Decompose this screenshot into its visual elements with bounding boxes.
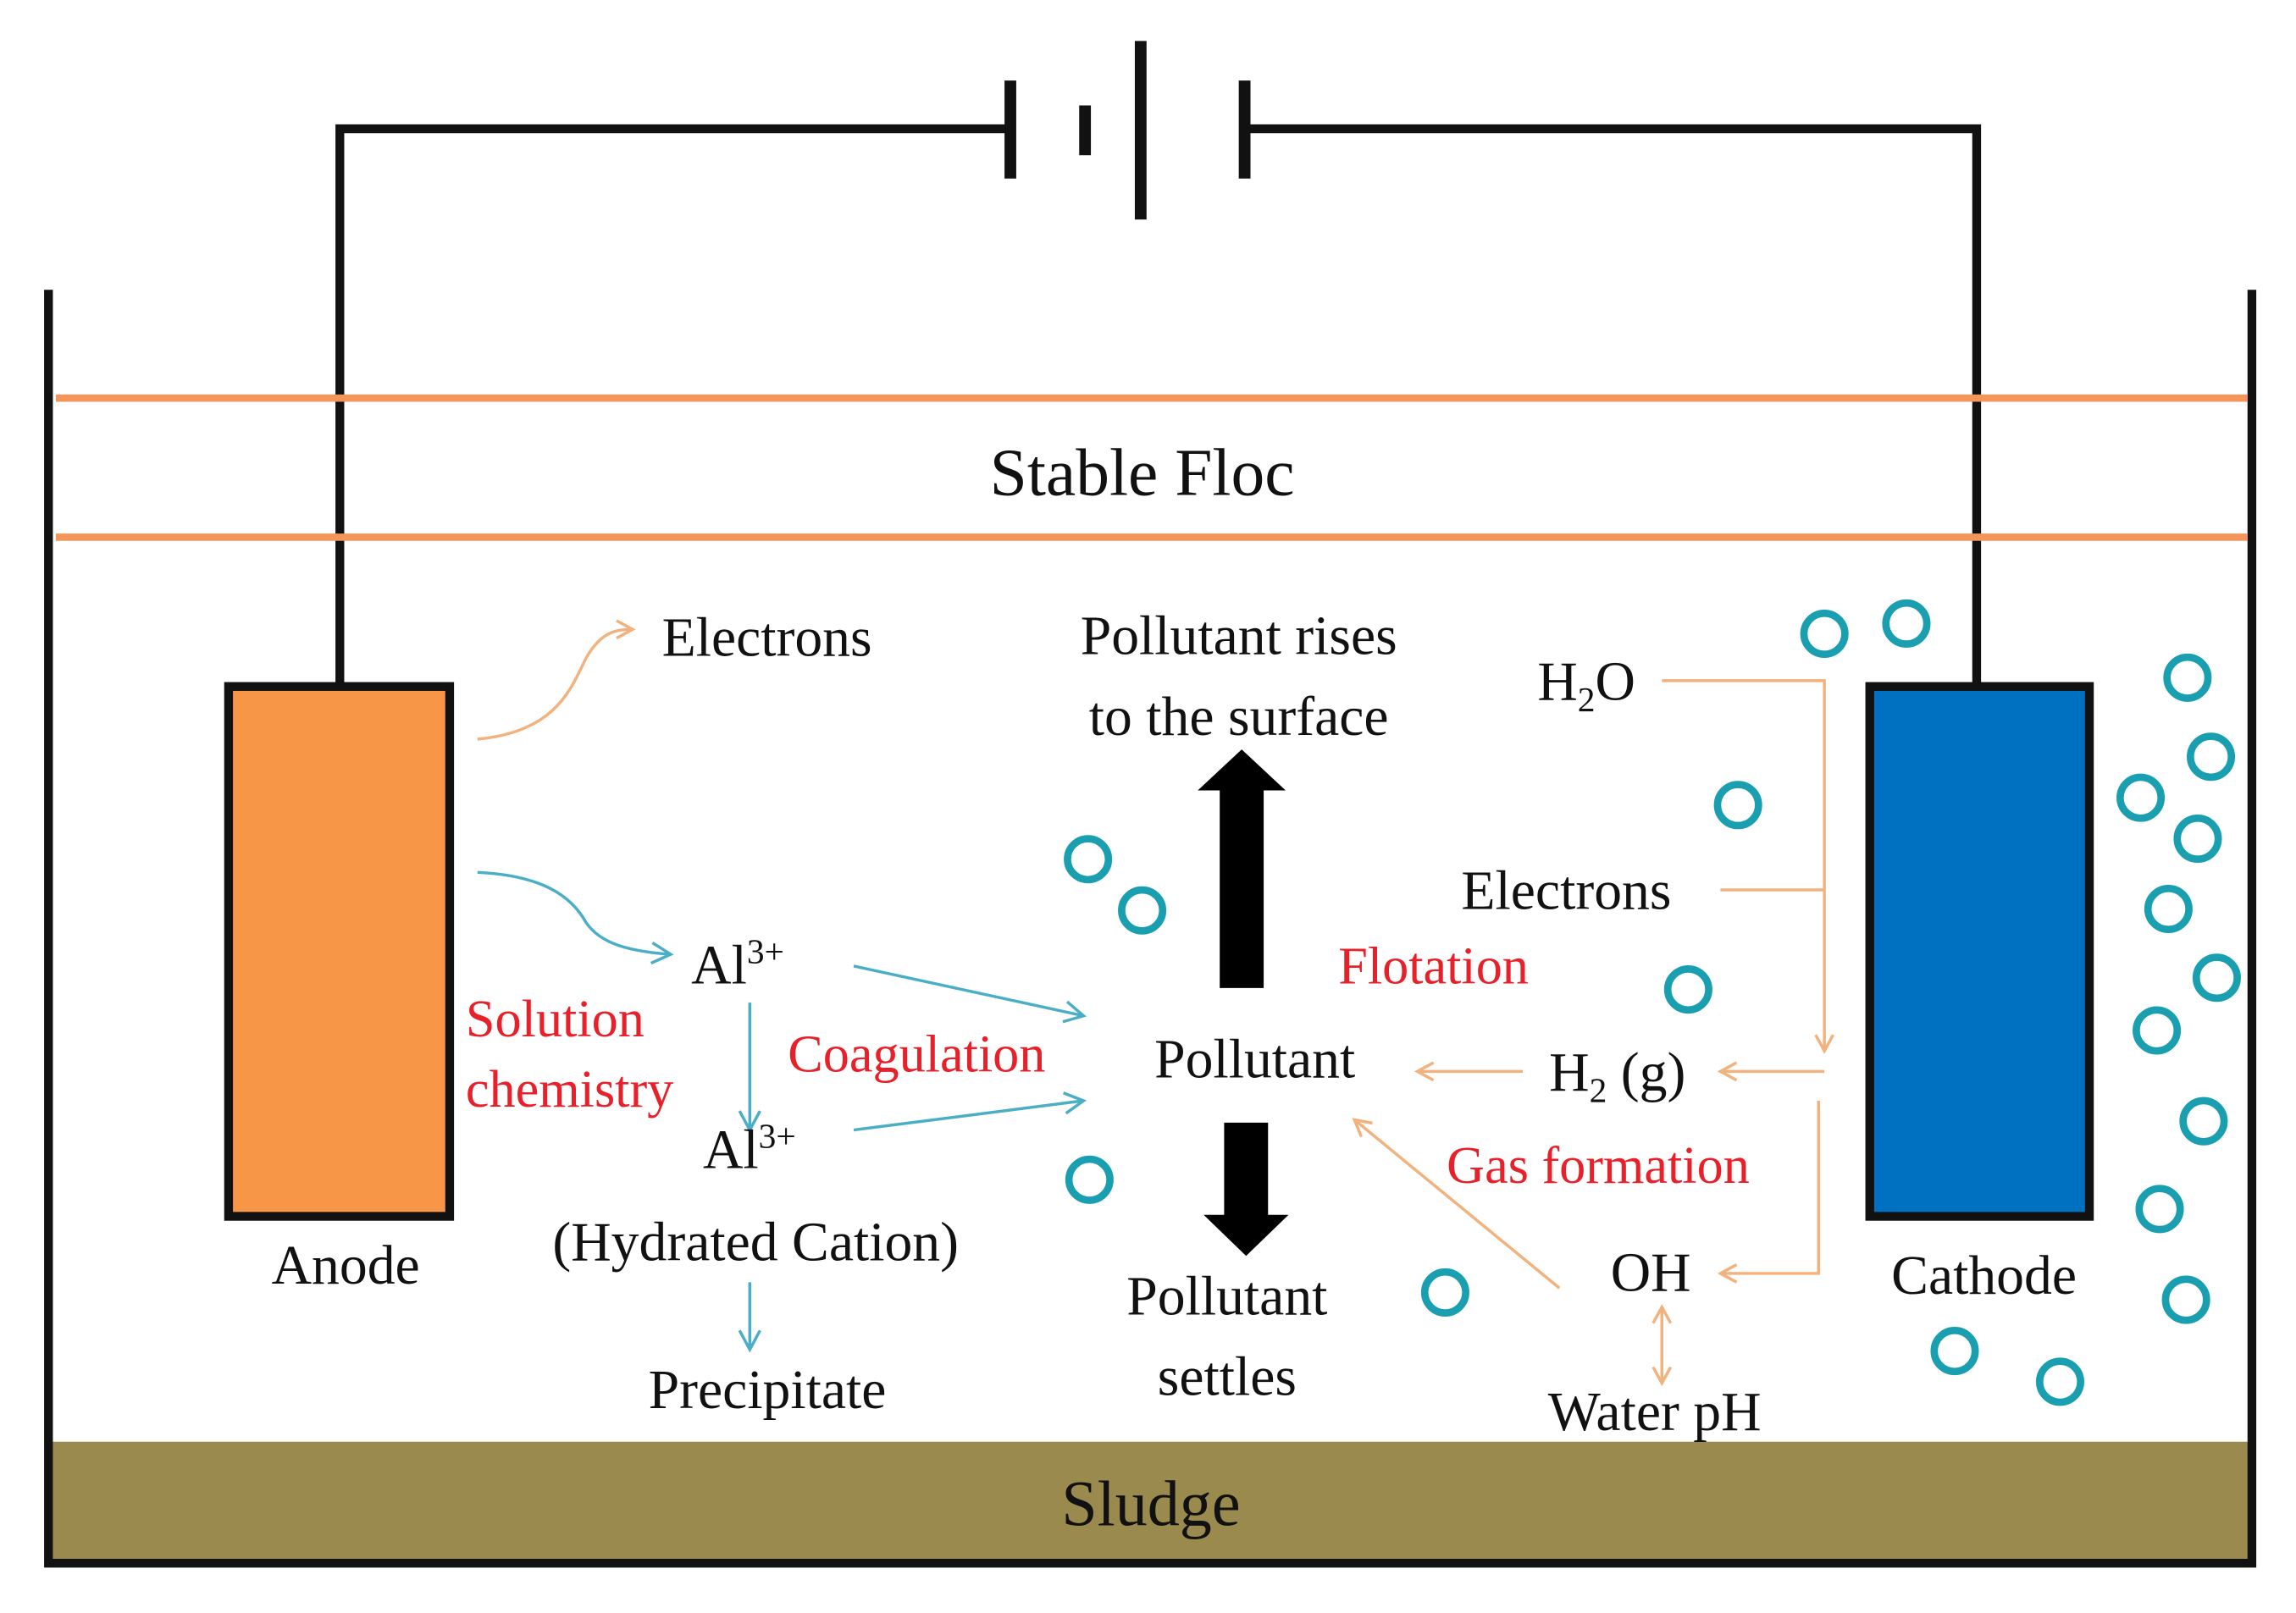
pollutant-label: Pollutant	[1154, 1028, 1355, 1090]
gas-bubble-icon	[1882, 599, 1931, 648]
al3-hydrated-label: Al3+	[703, 1116, 796, 1180]
gas-formation-label: Gas formation	[1447, 1137, 1750, 1195]
pollutant-settles-label: Pollutant settles	[1126, 1265, 1327, 1407]
anode	[224, 682, 455, 1221]
settle-arrow	[1203, 1122, 1289, 1257]
gas-bubble-icon	[1118, 886, 1167, 935]
gas-bubble-icon	[2163, 653, 2212, 702]
gas-bubble-icon	[1065, 1155, 1114, 1204]
h2o-label: H2O	[1537, 650, 1635, 719]
oh-label: OH	[1611, 1242, 1691, 1304]
precipitate-label: Precipitate	[649, 1359, 887, 1421]
gas-bubble-icon	[1800, 609, 1849, 659]
sludge-label: Sludge	[1061, 1468, 1240, 1539]
gas-bubble-icon	[2192, 953, 2241, 1003]
electrons-arrow	[477, 629, 633, 741]
gas-bubble-icon	[1064, 835, 1113, 884]
battery-icon	[1004, 41, 1251, 220]
gas-bubble-icon	[2135, 1185, 2184, 1234]
gas-bubble-icon	[1713, 781, 1762, 830]
gas-bubble-icon	[2179, 1097, 2228, 1146]
al3-arrow	[477, 870, 671, 954]
cathode-label: Cathode	[1891, 1245, 2077, 1306]
gas-bubble-icon	[1663, 965, 1712, 1014]
coagulation-arrow-2	[853, 1101, 1083, 1132]
gas-bubble-icon	[2173, 815, 2222, 864]
gas-bubble-icon	[1930, 1327, 1979, 1376]
gas-bubble-icon	[2035, 1357, 2084, 1406]
electrons-anode-label: Electrons	[662, 606, 872, 668]
stable-floc-label: Stable Floc	[990, 435, 1295, 510]
water-ph-label: Water pH	[1548, 1381, 1762, 1443]
electrons-cathode-label: Electrons	[1461, 860, 1671, 922]
pollutant-rises-label: Pollutant rises to the surface	[1081, 605, 1397, 748]
coagulation-label: Coagulation	[788, 1025, 1045, 1083]
al3-label: Al3+	[691, 931, 784, 996]
gas-bubble-icon	[2186, 732, 2236, 782]
gas-bubble-icon	[2116, 773, 2166, 822]
rise-arrow	[1198, 749, 1286, 988]
sludge-layer	[53, 1441, 2249, 1560]
gas-bubble-icon	[2144, 884, 2193, 934]
h2-gas-label: H2 (g)	[1549, 1041, 1685, 1110]
circuit-wire	[335, 124, 1982, 686]
gas-bubbles	[1064, 599, 2241, 1406]
gas-bubble-icon	[2133, 1006, 2182, 1055]
flotation-label: Flotation	[1338, 938, 1529, 996]
gas-bubble-icon	[2161, 1275, 2210, 1324]
cathode-reaction-lines	[1354, 679, 1824, 1384]
anode-label: Anode	[272, 1235, 420, 1296]
cathode	[1865, 682, 2094, 1221]
gas-bubble-icon	[1420, 1268, 1469, 1317]
tank	[44, 290, 2257, 1568]
coagulation-arrow-1	[853, 964, 1083, 1016]
hydrated-cation-label: (Hydrated Cation)	[552, 1211, 959, 1273]
solution-chemistry-label: Solution chemistry	[466, 991, 673, 1119]
